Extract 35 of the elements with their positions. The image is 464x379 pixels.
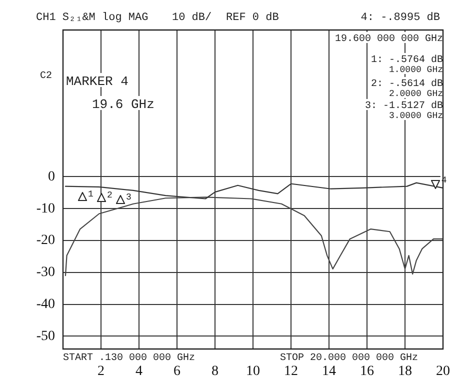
x-tick-label: 4 [136, 364, 142, 379]
annotation: 19.6 GHz [92, 97, 154, 112]
x-tick-label: 8 [212, 364, 218, 379]
x-tick-label: 18 [398, 364, 412, 379]
x-tick-label: 16 [360, 364, 374, 379]
text: START .130 000 000 GHz [63, 353, 196, 364]
annotation: MARKER 4 [66, 74, 129, 89]
y-tick-label: -10 [36, 201, 55, 216]
annotation: 3.0000 GHz [388, 111, 443, 121]
x-tick-label: 6 [174, 364, 180, 379]
text: STOP 20.000 000 000 GHz [280, 353, 418, 364]
annotation: 2: -.5614 dB [370, 78, 443, 90]
text: REF 0 dB [226, 12, 280, 24]
y-tick-label: -50 [36, 328, 55, 344]
x-tick-label: 14 [322, 364, 336, 379]
annotation: 1.0000 GHz [388, 65, 443, 75]
annotation: 3 [126, 192, 132, 203]
x-tick-label: 10 [246, 364, 260, 379]
annotation: 2 [107, 190, 112, 200]
text: CH1 S₂₁&M log MAG [36, 12, 148, 24]
y-tick-label: 0 [48, 169, 55, 184]
y-tick-label: -20 [36, 233, 55, 248]
y-tick-label: -30 [36, 265, 55, 280]
annotation: 1 [88, 190, 94, 200]
annotation: 1: -.5764 dB [370, 54, 443, 66]
x-tick-label: 20 [436, 364, 450, 379]
annotation: 19.600 000 000 GHz [334, 34, 443, 45]
y-tick-label: -40 [36, 297, 55, 312]
annotation: 2.0000 GHz [388, 89, 443, 99]
annotation: 3: -1.5127 dB [364, 100, 443, 112]
text: 4: -.8995 dB [360, 12, 440, 24]
text: 10 dB/ [172, 12, 212, 24]
x-tick-label: 2 [98, 364, 104, 379]
x-tick-label: 12 [284, 364, 298, 379]
text: C2 [40, 71, 52, 82]
